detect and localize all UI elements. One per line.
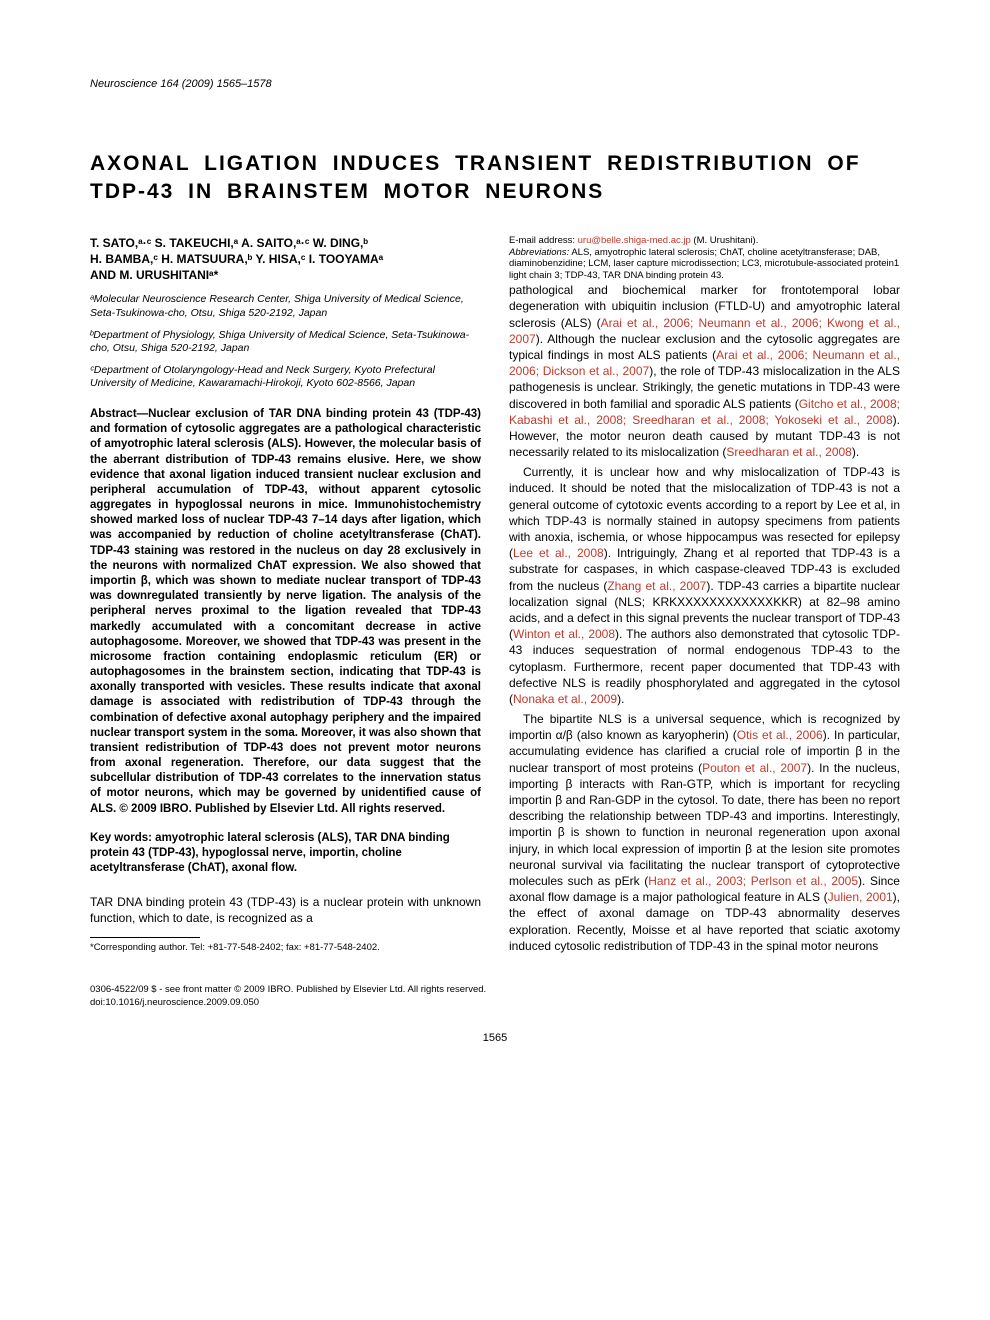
affiliation-a: ᵃMolecular Neuroscience Research Center,…: [90, 293, 481, 320]
page-number: 1565: [90, 1032, 900, 1044]
article-title: AXONAL LIGATION INDUCES TRANSIENT REDIST…: [90, 150, 900, 207]
email-line: E-mail address: uru@belle.shiga-med.ac.j…: [509, 235, 900, 247]
footnote-separator: [90, 937, 200, 938]
citation-link[interactable]: Zhang et al., 2007: [607, 579, 706, 593]
citation-link[interactable]: Sreedharan et al., 2008: [726, 445, 851, 459]
citation-link[interactable]: Pouton et al., 2007: [702, 761, 807, 775]
body-paragraph-3: The bipartite NLS is a universal sequenc…: [509, 711, 900, 954]
email-paren: (M. Urushitani).: [691, 235, 759, 246]
citation-link[interactable]: Hanz et al., 2003; Perlson et al., 2005: [648, 874, 858, 888]
abbreviations: Abbreviations: ALS, amyotrophic lateral …: [509, 247, 900, 283]
citation-link[interactable]: Otis et al., 2006: [737, 728, 823, 742]
corresponding-author: *Corresponding author. Tel: +81-77-548-2…: [90, 942, 481, 954]
citation-link[interactable]: Julien, 2001: [828, 890, 893, 904]
keywords: Key words: amyotrophic lateral sclerosis…: [90, 831, 481, 877]
affiliation-c: ᶜDepartment of Otolaryngology-Head and N…: [90, 364, 481, 391]
body-paragraph-2: Currently, it is unclear how and why mis…: [509, 464, 900, 707]
email-link[interactable]: uru@belle.shiga-med.ac.jp: [578, 235, 691, 246]
citation-link[interactable]: Nonaka et al., 2009: [513, 692, 617, 706]
journal-citation: 164 (2009) 1565–1578: [160, 78, 271, 90]
journal-name: Neuroscience: [90, 78, 157, 90]
body-paragraph-1: pathological and biochemical marker for …: [509, 282, 900, 460]
email-label: E-mail address:: [509, 235, 578, 246]
authors-line-2: H. BAMBA,ᶜ H. MATSUURA,ᵇ Y. HISA,ᶜ I. TO…: [90, 251, 481, 267]
authors-block: T. SATO,ᵃ·ᶜ S. TAKEUCHI,ᵃ A. SAITO,ᵃ·ᶜ W…: [90, 235, 481, 284]
citation-link[interactable]: Lee et al., 2008: [513, 546, 604, 560]
authors-line-1: T. SATO,ᵃ·ᶜ S. TAKEUCHI,ᵃ A. SAITO,ᵃ·ᶜ W…: [90, 235, 481, 251]
abbr-label: Abbreviations:: [509, 247, 569, 258]
abstract: Abstract—Nuclear exclusion of TAR DNA bi…: [90, 407, 481, 817]
doi-line: doi:10.1016/j.neuroscience.2009.09.050: [90, 997, 900, 1008]
copyright-line: 0306-4522/09 $ - see front matter © 2009…: [90, 984, 900, 995]
authors-line-3: AND M. URUSHITANIᵃ*: [90, 267, 481, 283]
affiliation-b: ᵇDepartment of Physiology, Shiga Univers…: [90, 329, 481, 356]
article-body-columns: T. SATO,ᵃ·ᶜ S. TAKEUCHI,ᵃ A. SAITO,ᵃ·ᶜ W…: [90, 235, 900, 956]
citation-link[interactable]: Winton et al., 2008: [513, 627, 615, 641]
journal-reference: Neuroscience 164 (2009) 1565–1578: [90, 78, 900, 90]
intro-paragraph-1: TAR DNA binding protein 43 (TDP-43) is a…: [90, 894, 481, 926]
